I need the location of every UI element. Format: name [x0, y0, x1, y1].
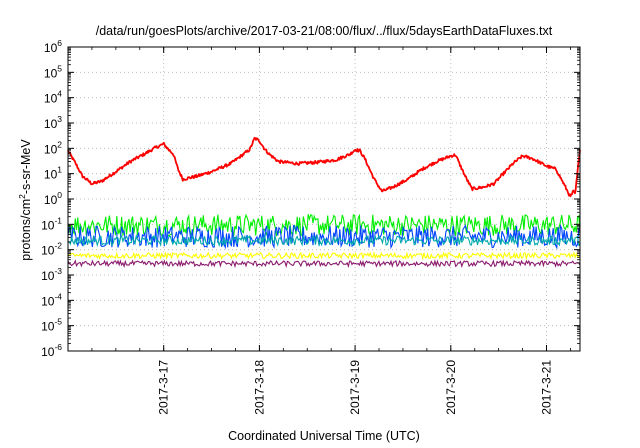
y-tick-label: 100	[44, 190, 62, 207]
series-layer	[67, 137, 581, 269]
y-tick-label: 102	[44, 139, 62, 156]
y-tick-label: 10-4	[41, 291, 62, 308]
series-line	[67, 233, 581, 248]
y-axis-label: protons/cm2-s-sr-MeV	[17, 139, 33, 261]
ticks	[67, 46, 580, 352]
tick-labels: 10-610-510-410-310-210-11001011021031041…	[41, 38, 553, 415]
y-tick-label: 104	[44, 89, 62, 106]
y-tick-label: 10-2	[41, 241, 62, 258]
y-tick-label-base: 10	[44, 168, 58, 182]
y-tick-label-base: 10	[41, 244, 55, 258]
chart-title: /data/run/goesPlots/archive/2017-03-21/0…	[96, 24, 553, 38]
y-tick-label-base: 10	[41, 294, 55, 308]
grid	[68, 47, 580, 351]
y-tick-label-base: 10	[44, 117, 58, 131]
y-tick-label-exponent: 0	[57, 190, 62, 200]
series-line	[67, 251, 581, 261]
y-tick-label: 101	[44, 165, 62, 182]
y-tick-label-exponent: 4	[57, 89, 62, 99]
y-tick-label: 10-1	[41, 215, 62, 232]
x-tick-label: 2017-3-17	[157, 360, 171, 415]
y-tick-label: 105	[44, 63, 62, 80]
y-tick-label-base: 10	[44, 142, 58, 156]
y-tick-label-base: 10	[41, 218, 55, 232]
y-tick-label-exponent: -1	[54, 215, 62, 225]
x-tick-label: 2017-3-21	[540, 360, 554, 415]
y-tick-label-base: 10	[41, 320, 55, 334]
y-tick-label-exponent: 1	[57, 165, 62, 175]
y-tick-label-exponent: -5	[54, 317, 62, 327]
y-axis-label-sup: 2	[17, 194, 27, 199]
y-axis-label-pre: protons/cm	[19, 199, 33, 261]
y-tick-label-exponent: -4	[54, 291, 62, 301]
y-tick-label-exponent: 3	[57, 114, 62, 124]
x-axis-label: Coordinated Universal Time (UTC)	[228, 429, 420, 443]
y-tick-label-base: 10	[44, 66, 58, 80]
y-tick-label-base: 10	[41, 345, 55, 359]
series-line	[67, 223, 581, 250]
x-tick-label: 2017-3-18	[252, 360, 266, 415]
y-tick-label-exponent: 2	[57, 139, 62, 149]
y-tick-label: 10-3	[41, 266, 62, 283]
y-tick-label-exponent: 6	[57, 38, 62, 48]
y-axis-label-post: -s-sr-MeV	[19, 139, 33, 195]
y-tick-label-base: 10	[44, 193, 58, 207]
y-tick-label-exponent: -2	[54, 241, 62, 251]
series-line	[67, 258, 581, 269]
y-tick-label-exponent: 5	[57, 63, 62, 73]
y-tick-label: 10-5	[41, 317, 62, 334]
x-tick-label: 2017-3-20	[444, 360, 458, 415]
series-line	[67, 213, 581, 238]
y-tick-label-base: 10	[41, 269, 55, 283]
y-tick-label-base: 10	[44, 92, 58, 106]
y-tick-label: 103	[44, 114, 62, 131]
x-tick-label: 2017-3-19	[348, 360, 362, 415]
y-tick-label: 10-6	[41, 342, 62, 359]
y-tick-label: 106	[44, 38, 62, 55]
series-line	[67, 137, 581, 198]
y-tick-label-base: 10	[44, 41, 58, 55]
y-tick-label-exponent: -3	[54, 266, 62, 276]
y-tick-label-exponent: -6	[54, 342, 62, 352]
